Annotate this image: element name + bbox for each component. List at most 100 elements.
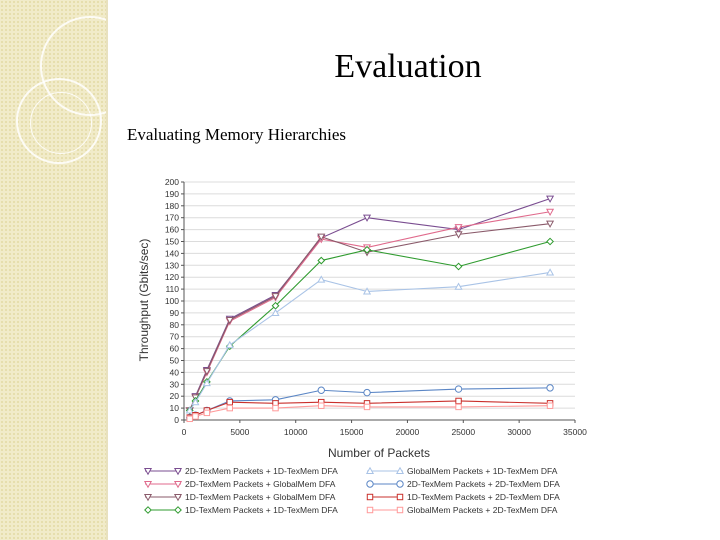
- legend-marker: [174, 506, 182, 514]
- data-point: [185, 406, 194, 414]
- x-tick-label: 0: [182, 427, 187, 437]
- x-tick-label: 10000: [284, 427, 308, 437]
- y-tick-label: 200: [165, 177, 179, 187]
- data-point: [203, 409, 211, 417]
- legend-marker: [143, 467, 153, 476]
- data-point: [455, 397, 462, 405]
- x-tick-labels: 0 5000 10000 15000 20000 25000 30000 35000: [182, 420, 587, 437]
- y-tick-label: 130: [165, 260, 179, 270]
- y-tick-label: 50: [170, 356, 180, 366]
- data-point: [317, 256, 326, 265]
- y-tick-label: 20: [170, 391, 180, 401]
- data-point: [226, 398, 233, 406]
- y-tick-label: 70: [170, 332, 180, 342]
- y-tick-label: 60: [170, 344, 180, 354]
- chart-series: [185, 195, 555, 423]
- data-point: [226, 404, 233, 412]
- data-point: [363, 388, 371, 397]
- slide-subtitle: Evaluating Memory Hierarchies: [127, 125, 347, 144]
- data-point: [272, 404, 279, 412]
- data-point: [225, 316, 234, 325]
- data-point: [318, 402, 325, 409]
- legend-label: 2D-TexMem Packets + GlobalMem DFA: [185, 479, 336, 489]
- legend-marker: [143, 480, 153, 489]
- y-tick-label: 80: [170, 320, 180, 330]
- data-point: [317, 275, 326, 283]
- data-point: [362, 287, 372, 295]
- data-point: [225, 340, 234, 349]
- legend-marker: [365, 466, 375, 475]
- series-line: [189, 240, 551, 411]
- data-point: [363, 403, 371, 411]
- data-point: [546, 237, 554, 246]
- decorative-ring: [16, 78, 102, 164]
- y-tick-label: 150: [165, 237, 179, 247]
- x-tick-label: 25000: [451, 427, 475, 437]
- legend-label: 2D-TexMem Packets + 1D-TexMem DFA: [185, 466, 338, 476]
- series-group: [185, 268, 555, 414]
- legend-marker: [144, 506, 152, 514]
- slide-title: Evaluation: [334, 48, 482, 85]
- series-group: [185, 208, 555, 415]
- x-tick-label: 15000: [340, 427, 364, 437]
- x-tick-label: 5000: [230, 427, 249, 437]
- data-point: [202, 378, 211, 387]
- data-point: [546, 195, 555, 203]
- y-tick-label: 0: [174, 415, 179, 425]
- decorative-ring: [30, 92, 92, 154]
- data-point: [363, 245, 371, 254]
- data-point: [191, 397, 200, 406]
- sidebar-divider: [106, 0, 108, 540]
- data-point: [455, 403, 462, 411]
- series-group: [185, 220, 555, 415]
- legend-marker: [143, 493, 153, 502]
- legend-marker: [366, 506, 374, 514]
- legend-item: 1D-TexMem Packets + GlobalMem DFA: [143, 492, 336, 502]
- legend-marker: [173, 480, 183, 489]
- y-axis-label: Throughput (Gbits/sec): [137, 239, 151, 362]
- legend-item: GlobalMem Packets + 2D-TexMem DFA: [366, 505, 558, 515]
- legend-label: 1D-TexMem Packets + GlobalMem DFA: [185, 492, 336, 502]
- series-group: [185, 237, 554, 415]
- y-tick-label: 10: [170, 403, 180, 413]
- data-point: [271, 308, 280, 316]
- data-point: [546, 402, 554, 409]
- data-point: [546, 208, 555, 216]
- y-tick-label: 110: [165, 284, 179, 294]
- data-point: [192, 413, 199, 420]
- y-tick-label: 90: [170, 308, 180, 318]
- data-point: [454, 262, 463, 271]
- chart-legend: 2D-TexMem Packets + 1D-TexMem DFA GlobalM…: [143, 466, 560, 515]
- legend-item: 2D-TexMem Packets + 2D-TexMem DFA: [366, 479, 560, 489]
- data-point: [546, 220, 555, 228]
- y-tick-label: 120: [165, 272, 179, 282]
- y-tick-label: 190: [165, 189, 179, 199]
- legend-label: GlobalMem Packets + 1D-TexMem DFA: [407, 466, 558, 476]
- legend-item: GlobalMem Packets + 1D-TexMem DFA: [365, 466, 558, 476]
- y-tick-label: 170: [165, 213, 179, 223]
- legend-label: 2D-TexMem Packets + 2D-TexMem DFA: [407, 479, 560, 489]
- data-point: [454, 282, 463, 290]
- y-tick-label: 140: [165, 248, 179, 258]
- x-tick-label: 20000: [396, 427, 420, 437]
- data-point: [271, 293, 280, 301]
- legend-marker: [396, 493, 404, 501]
- data-point: [454, 231, 463, 239]
- legend-marker: [173, 493, 183, 502]
- legend-marker: [366, 493, 374, 501]
- x-axis-label: Number of Packets: [328, 446, 430, 460]
- legend-marker: [173, 467, 183, 476]
- legend-item: 1D-TexMem Packets + 2D-TexMem DFA: [366, 492, 560, 502]
- data-point: [454, 224, 463, 232]
- y-tick-label: 100: [165, 296, 179, 306]
- x-tick-label: 35000: [563, 427, 587, 437]
- y-tick-label: 160: [165, 225, 179, 235]
- legend-item: 2D-TexMem Packets + 1D-TexMem DFA: [143, 466, 338, 476]
- series-line: [189, 223, 551, 411]
- data-point: [186, 415, 193, 423]
- x-tick-label: 30000: [507, 427, 531, 437]
- data-point: [202, 368, 211, 376]
- data-point: [454, 385, 463, 393]
